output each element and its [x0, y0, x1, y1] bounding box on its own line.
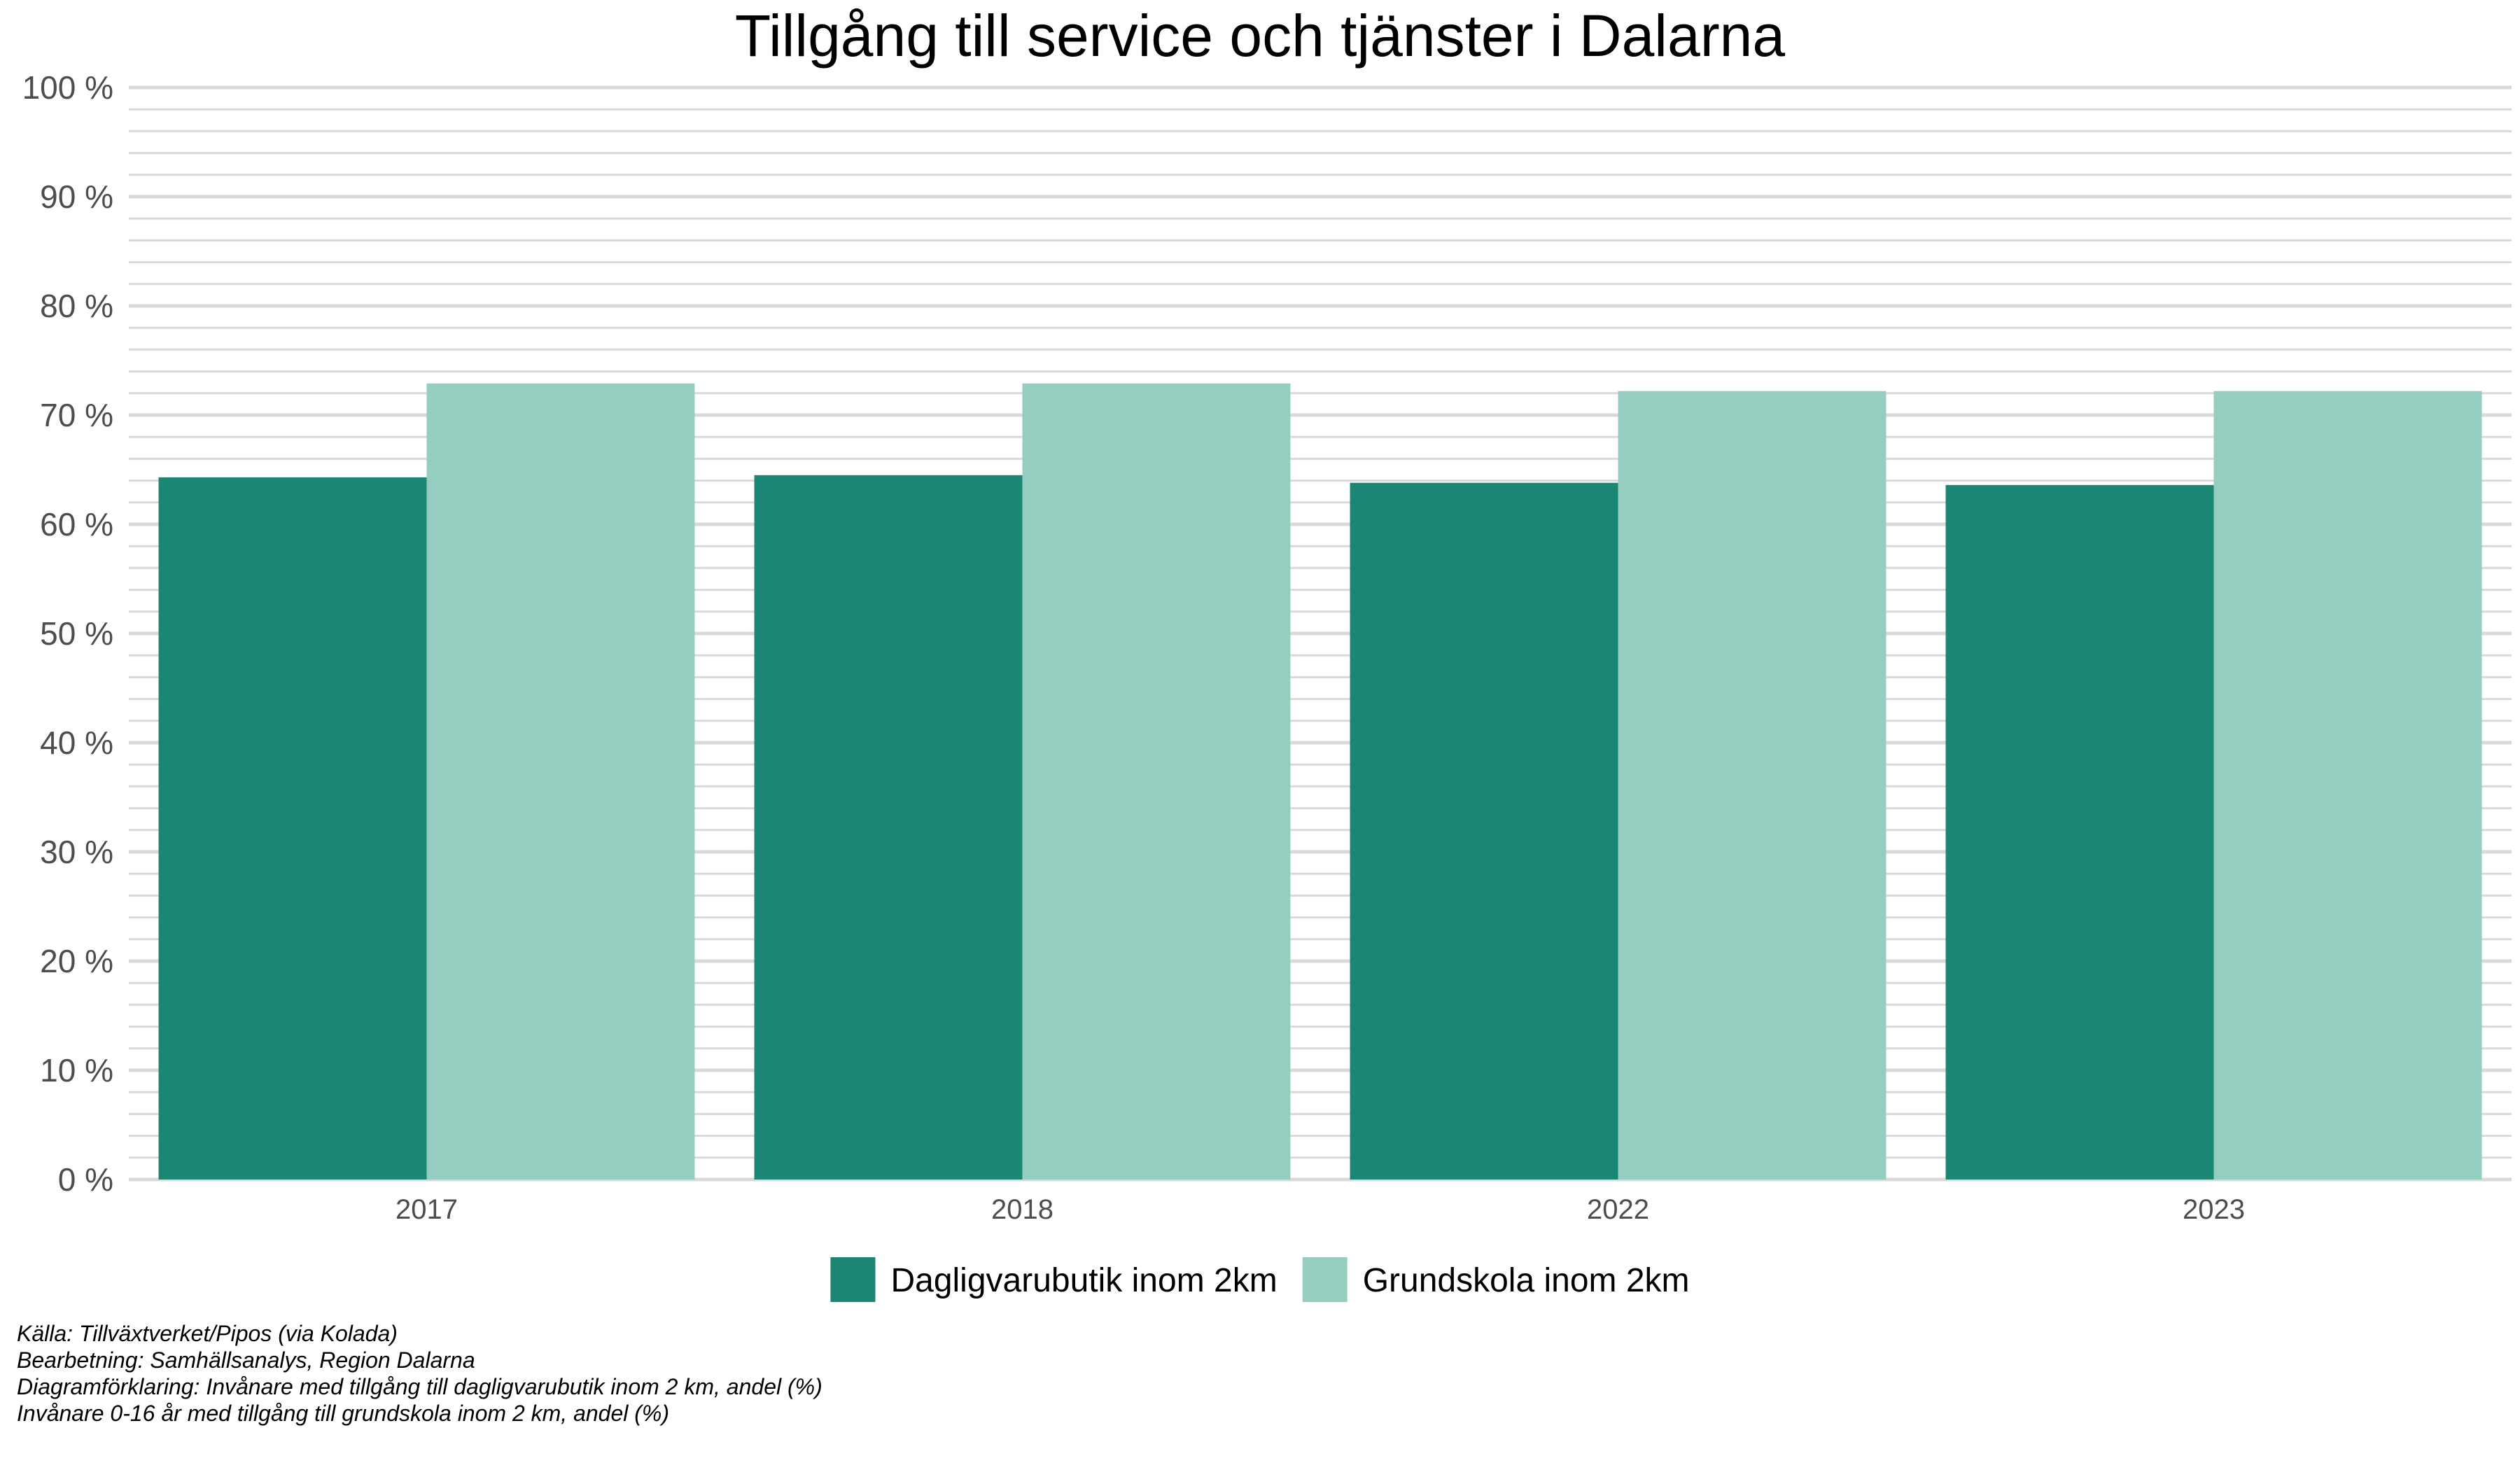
- y-tick-label: 10 %: [40, 1052, 113, 1088]
- y-tick-label: 100 %: [22, 69, 113, 106]
- y-tick-label: 0 %: [58, 1161, 113, 1198]
- y-tick-label: 60 %: [40, 506, 113, 542]
- y-tick-label: 20 %: [40, 943, 113, 979]
- x-tick-label: 2017: [396, 1194, 458, 1225]
- bar-dagligvarubutik-2018: [754, 475, 1023, 1180]
- legend: Dagligvarubutik inom 2km Grundskola inom …: [830, 1257, 1690, 1302]
- chart-title: Tillgång till service och tjänster i Dal…: [735, 3, 1785, 69]
- legend-label: Dagligvarubutik inom 2km: [890, 1262, 1277, 1299]
- y-tick-label: 40 %: [40, 724, 113, 761]
- bar-grundskola-2022: [1618, 391, 1886, 1180]
- bar-dagligvarubutik-2017: [158, 477, 427, 1180]
- y-tick-label: 50 %: [40, 615, 113, 652]
- x-tick-label: 2022: [1587, 1194, 1649, 1225]
- legend-swatch: [1302, 1257, 1348, 1302]
- y-tick-label: 80 %: [40, 288, 113, 324]
- legend-swatch: [830, 1257, 876, 1302]
- x-tick-label: 2023: [2183, 1194, 2245, 1225]
- caption-source: Källa: Tillväxtverket/Pipos (via Kolada): [17, 1321, 398, 1346]
- y-tick-label: 30 %: [40, 834, 113, 870]
- bars: [158, 383, 2482, 1180]
- bar-dagligvarubutik-2022: [1350, 482, 1618, 1180]
- x-tick-label: 2018: [991, 1194, 1054, 1225]
- x-axis-ticks: 2017 2018 2022 2023: [396, 1194, 2245, 1225]
- bar-grundskola-2023: [2213, 391, 2482, 1180]
- caption-explanation-2: Invånare 0-16 år med tillgång till grund…: [17, 1401, 670, 1426]
- caption: Källa: Tillväxtverket/Pipos (via Kolada)…: [17, 1320, 822, 1427]
- y-tick-label: 70 %: [40, 397, 113, 433]
- caption-explanation: Diagramförklaring: Invånare med tillgång…: [17, 1374, 822, 1399]
- y-tick-label: 90 %: [40, 178, 113, 215]
- y-axis-ticks: 0 % 10 % 20 % 30 % 40 % 50 % 60 % 70 % 80 % 90 % 1…: [22, 69, 113, 1198]
- caption-processing: Bearbetning: Samhällsanalys, Region Dala…: [17, 1348, 475, 1373]
- bar-grundskola-2017: [426, 383, 695, 1180]
- bar-dagligvarubutik-2023: [1945, 484, 2214, 1180]
- bar-grundskola-2018: [1022, 383, 1291, 1180]
- legend-label: Grundskola inom 2km: [1363, 1262, 1690, 1299]
